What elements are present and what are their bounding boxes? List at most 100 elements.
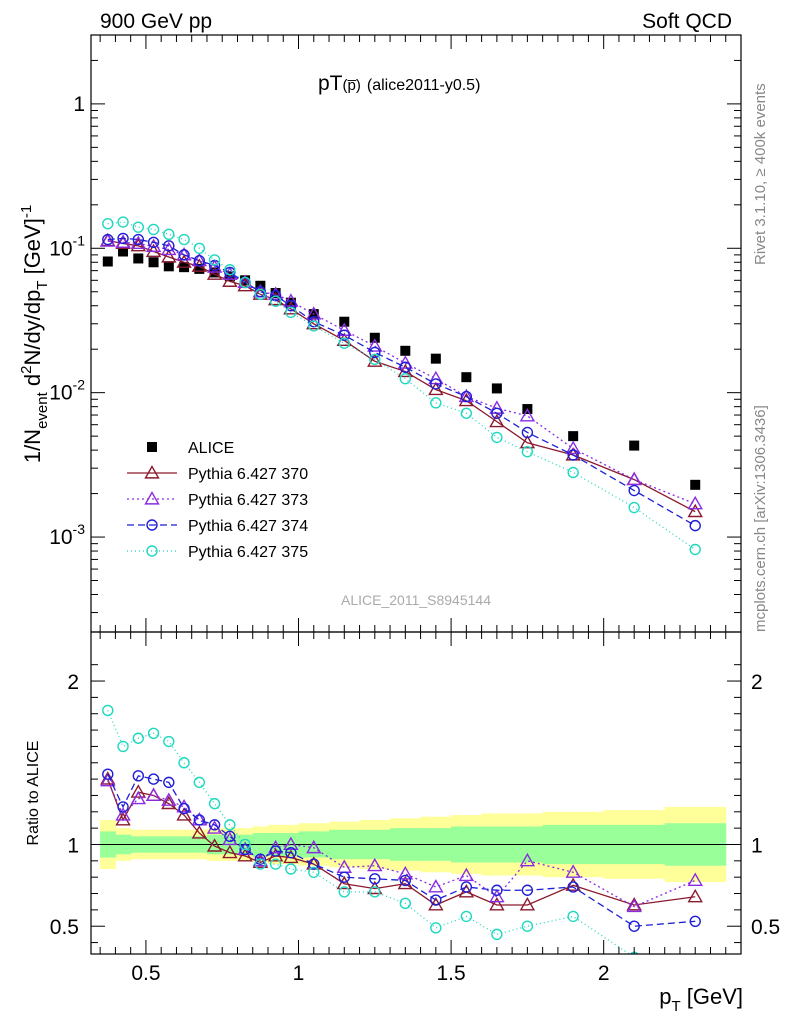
point-p374 [132,233,145,246]
point-data [491,383,502,394]
ratio-point-p374 [460,881,473,893]
ratio-point-p373 [130,790,147,805]
ratio-point-p374 [254,853,267,865]
point-p375 [628,501,640,514]
point-p374 [491,407,503,419]
point-p374 [430,378,442,390]
ratio-point-p370 [252,854,269,869]
ratio-series-p375 [102,704,699,954]
ratio-point-p375 [285,863,297,875]
ratio-point-p374 [239,843,251,856]
main-ytick-label: 10-3 [49,521,85,549]
ratio-point-p373 [367,857,383,872]
point-data [461,372,472,383]
point-p374 [269,289,282,302]
point-p370 [428,381,444,396]
ratio-point-p373 [428,879,444,893]
rivet-label: Rivet 3.1.10, ≥ 400k events [752,83,769,265]
legend: ALICE Pythia 6.427 370 Pythia 6.427 373 Pyt… [127,440,308,561]
ratio-point-p374 [628,920,640,932]
legend-entry-p373: Pythia 6.427 373 [127,491,308,509]
point-data [102,256,113,267]
ratio-point-p374 [338,871,350,883]
ratio-point-p374 [178,802,190,815]
point-p374 [308,316,320,328]
ratio-point-p375 [254,858,267,870]
main-ytick-label: 10-2 [49,377,85,405]
ratio-point-p375 [521,920,534,932]
ratio-point-p375 [308,866,320,878]
ratio-point-p375 [208,797,221,810]
point-p374 [102,233,114,246]
ratio-point-p374 [430,894,442,906]
ratio-point-p370 [519,897,536,911]
ratio-point-p375 [369,886,381,898]
x-tick-label: 0.5 [131,962,160,985]
point-p373 [267,286,284,300]
point-p375 [491,431,503,444]
legend-label: Pythia 6.427 373 [188,492,308,509]
x-tick-label: 1 [293,962,305,985]
ratio-point-p373 [458,867,475,882]
ratio-point-p375 [147,727,160,740]
ratio-point-p374 [224,830,236,843]
ratio-point-p375 [460,910,473,923]
ratio-point-p373 [519,852,536,867]
ratio-ytick-label-right: 1 [751,834,763,857]
point-data [133,253,144,264]
ratio-point-p373 [115,807,131,821]
ratio-panel: 0.5 0.5 1 1 2 2 0.5 1 1.5 2 Ratio to ALICE pT [Ge… [25,631,780,1015]
ratio-point-p373 [306,839,322,854]
point-p370 [626,471,642,486]
main-ytick-label: 1 [73,93,85,116]
point-p370 [489,413,505,428]
ratio-frame [90,631,742,955]
point-p370 [161,249,177,263]
legend-label: Pythia 6.427 370 [188,466,308,483]
ratio-series-p374 [102,768,701,932]
ratio-ytick-label-right: 0.5 [751,916,780,939]
ratio-line-p374 [107,773,696,927]
main-frame [90,34,742,633]
ratio-point-p374 [163,776,175,789]
ratio-point-p373 [489,888,505,903]
ratio-point-p374 [285,846,297,859]
ratio-point-p374 [567,881,579,893]
ratio-point-p375 [178,757,190,769]
point-p375 [239,276,251,289]
ratio-point-p374 [147,773,160,785]
point-p370 [206,266,223,280]
point-p374 [521,426,534,439]
x-tick-label: 1.5 [436,962,465,985]
point-p375 [369,353,381,366]
ratio-point-p374 [521,884,534,896]
ratio-plot-content [91,704,741,954]
point-p373 [626,471,642,486]
ratio-point-p373 [626,898,642,913]
point-p375 [254,288,267,301]
ratio-point-p375 [239,838,251,851]
main-title: pT(p̅) (alice2011-y0.5) [318,72,480,95]
point-p375 [460,407,473,419]
main-title-main: pT [318,72,343,95]
ratio-point-p375 [338,886,350,898]
point-p374 [567,449,579,461]
point-p373 [367,338,383,352]
point-p373 [306,306,322,320]
point-p374 [193,255,206,267]
line-p373 [107,240,696,505]
point-p375 [399,372,412,385]
ratio-point-p373 [283,836,299,851]
point-data [118,246,129,257]
ratio-point-p370 [687,888,703,903]
point-data [369,332,380,343]
ratio-point-p374 [369,873,381,885]
ratio-point-p370 [336,875,352,890]
ratio-point-p370 [191,825,208,839]
ratio-series-layer [100,704,703,954]
point-p375 [178,233,190,246]
point-p374 [689,519,701,532]
point-data [148,257,159,268]
point-p370 [176,254,192,268]
point-p370 [222,273,238,287]
